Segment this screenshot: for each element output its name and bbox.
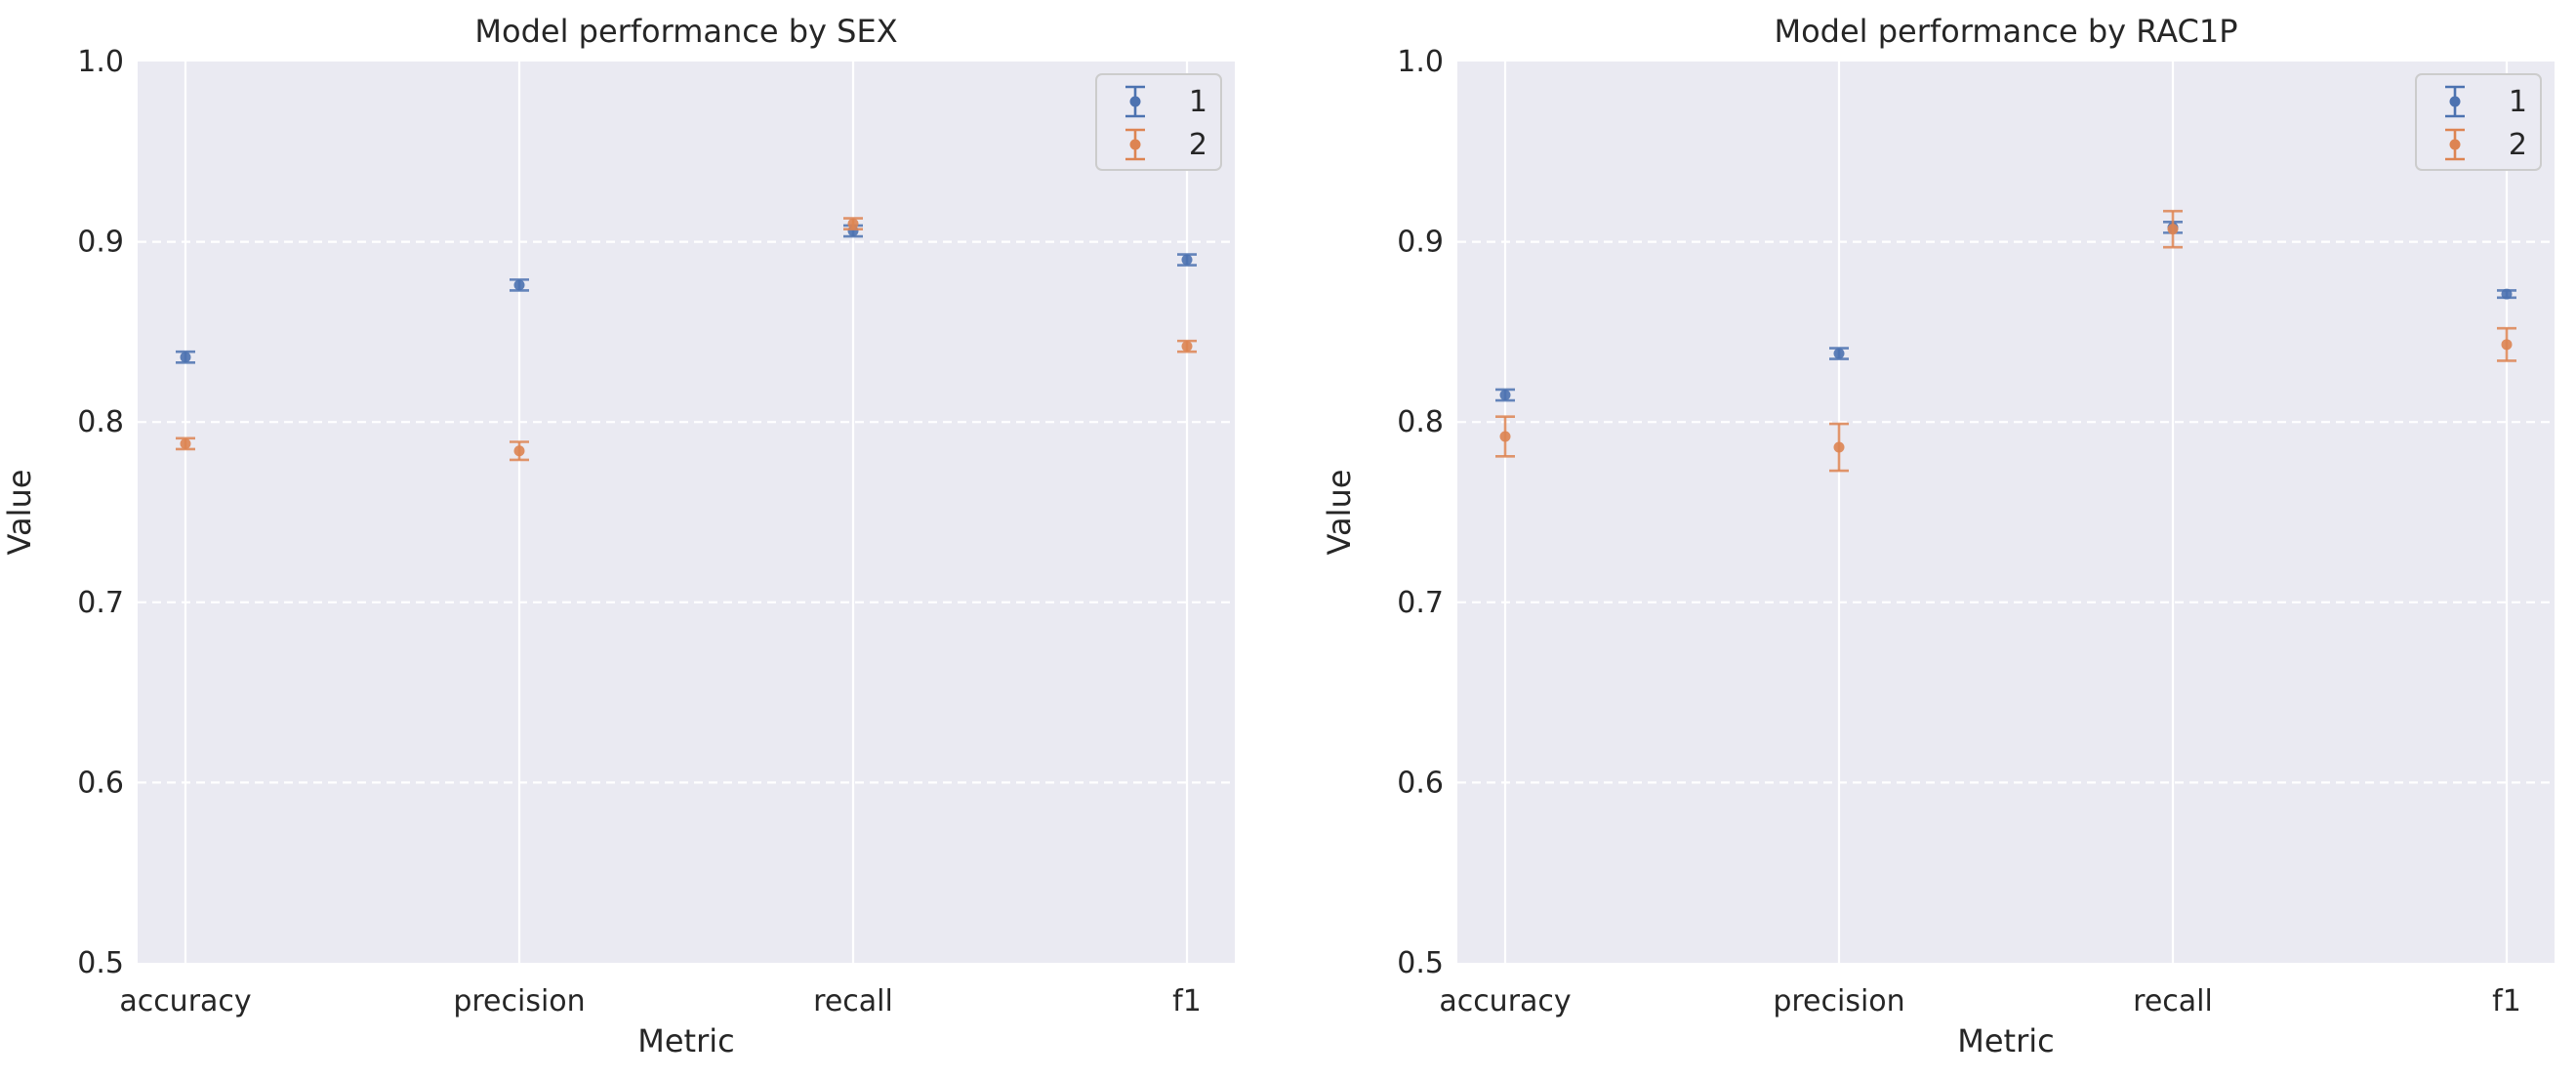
data-point-precision: [1833, 441, 1845, 453]
chart-title: Model performance by RAC1P: [1774, 13, 2237, 50]
legend-marker: [2449, 96, 2461, 107]
y-tick-label: 0.5: [77, 946, 124, 980]
data-point-f1: [2501, 288, 2513, 300]
legend-marker: [1129, 96, 1141, 107]
x-tick-label-precision: precision: [1773, 984, 1904, 1018]
legend-frame: [2415, 73, 2542, 171]
plot-area: [1457, 62, 2555, 963]
y-axis-title: Value: [1, 470, 38, 556]
y-tick-label: 0.7: [77, 586, 124, 620]
data-point-precision: [513, 445, 525, 457]
x-tick-label-accuracy: accuracy: [1439, 984, 1571, 1018]
y-tick-label: 0.8: [1397, 405, 1444, 439]
x-tick-label-recall: recall: [2133, 984, 2213, 1018]
x-tick-label-accuracy: accuracy: [119, 984, 251, 1018]
x-tick-label-precision: precision: [453, 984, 585, 1018]
data-point-f1: [2501, 339, 2513, 351]
legend-item-2: 2: [2445, 128, 2527, 162]
legend-item-1: 1: [2445, 85, 2527, 119]
legend: 12: [1095, 73, 1222, 171]
legend-label: 1: [2509, 85, 2527, 119]
x-tick-label-f1: f1: [2492, 984, 2521, 1018]
data-point-accuracy: [1499, 390, 1511, 401]
series-2: [176, 217, 1197, 462]
legend-label: 1: [1189, 85, 1207, 119]
y-tick-label: 0.9: [1397, 226, 1444, 260]
data-point-precision: [513, 279, 525, 291]
plot-area: [138, 62, 1235, 963]
y-tick-label: 1.0: [1397, 45, 1444, 79]
legend-marker: [2449, 139, 2461, 150]
legend-item-1: 1: [1125, 85, 1207, 119]
data-point-accuracy: [1499, 431, 1511, 442]
data-point-accuracy: [180, 437, 191, 449]
y-axis-title: Value: [1321, 470, 1358, 556]
chart-panel-2: 0.5 0.6 0.7 0.8 0.9 1.0 accuracy precision recal…: [1321, 13, 2555, 1059]
x-axis-title: Metric: [1957, 1022, 2054, 1059]
chart-panel-1: 0.5 0.6 0.7 0.8 0.9 1.0 accuracy precision recal…: [1, 13, 1235, 1059]
legend-marker: [1129, 139, 1141, 150]
y-tick-label: 0.6: [1397, 766, 1444, 800]
data-point-f1: [1181, 254, 1193, 266]
chart-title: Model performance by SEX: [474, 13, 897, 50]
data-point-recall: [847, 218, 859, 229]
legend-label: 2: [2509, 128, 2527, 162]
legend-label: 2: [1189, 128, 1207, 162]
y-tick-label: 0.9: [77, 226, 124, 260]
y-tick-label: 0.8: [77, 405, 124, 439]
series-2: [1495, 209, 2516, 473]
x-tick-label-f1: f1: [1172, 984, 1202, 1018]
data-point-accuracy: [180, 352, 191, 363]
legend: 12: [2415, 73, 2542, 171]
y-tick-label: 0.7: [1397, 586, 1444, 620]
legend-item-2: 2: [1125, 128, 1207, 162]
legend-frame: [1095, 73, 1222, 171]
y-tick-label: 1.0: [77, 45, 124, 79]
data-point-precision: [1833, 348, 1845, 359]
x-axis-title: Metric: [637, 1022, 734, 1059]
data-point-recall: [2167, 224, 2179, 235]
data-point-f1: [1181, 341, 1193, 353]
x-tick-label-recall: recall: [813, 984, 893, 1018]
y-tick-label: 0.6: [77, 766, 124, 800]
y-tick-label: 0.5: [1397, 946, 1444, 980]
